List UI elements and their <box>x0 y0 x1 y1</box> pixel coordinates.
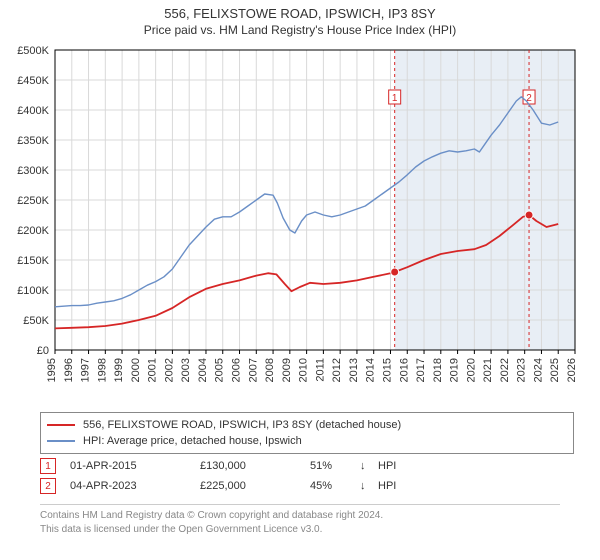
x-tick-label: 1998 <box>96 358 108 382</box>
x-tick-label: 1995 <box>46 358 58 382</box>
y-tick-label: £350K <box>17 135 49 147</box>
x-tick-label: 1999 <box>113 358 125 382</box>
down-arrow-icon: ↓ <box>360 460 378 472</box>
sale-badge: 1 <box>40 458 56 474</box>
x-tick-label: 2011 <box>314 358 326 382</box>
sale-row: 2 04-APR-2023£225,00045%↓HPI <box>40 476 560 496</box>
x-tick-label: 2020 <box>465 358 477 382</box>
x-tick-label: 2003 <box>180 358 192 382</box>
x-tick-label: 2010 <box>298 358 310 382</box>
footer: Contains HM Land Registry data © Crown c… <box>40 504 560 536</box>
x-tick-label: 2000 <box>130 358 142 382</box>
legend: 556, FELIXSTOWE ROAD, IPSWICH, IP3 8SY (… <box>40 412 574 454</box>
x-tick-label: 2018 <box>432 358 444 382</box>
y-tick-label: £400K <box>17 105 49 117</box>
x-tick-label: 2022 <box>499 358 511 382</box>
x-tick-label: 2005 <box>214 358 226 382</box>
y-tick-label: £250K <box>17 195 49 207</box>
x-tick-label: 1997 <box>80 358 92 382</box>
y-tick-label: £0 <box>37 345 49 357</box>
sales-table: 1 01-APR-2015£130,00051%↓HPI 2 04-APR-2023£… <box>40 456 560 496</box>
y-tick-label: £200K <box>17 225 49 237</box>
page-title: 556, FELIXSTOWE ROAD, IPSWICH, IP3 8SY <box>0 6 600 21</box>
y-tick-label: £500K <box>17 45 49 57</box>
sale-ref: HPI <box>378 480 418 492</box>
sale-pct: 51% <box>310 460 360 472</box>
price-chart: £0 £50K £100K £150K £200K £250K £300K £350K £400… <box>0 42 600 402</box>
x-tick-label: 1996 <box>63 358 75 382</box>
y-tick-label: £150K <box>17 255 49 267</box>
sale-date: 04-APR-2023 <box>70 480 200 492</box>
sale-pct: 45% <box>310 480 360 492</box>
sale-row: 1 01-APR-2015£130,00051%↓HPI <box>40 456 560 476</box>
x-tick-label: 2016 <box>398 358 410 382</box>
x-tick-label: 2024 <box>532 358 544 382</box>
y-tick-label: £50K <box>23 315 49 327</box>
y-tick-label: £100K <box>17 285 49 297</box>
y-tick-label: £300K <box>17 165 49 177</box>
x-tick-label: 2017 <box>415 358 427 382</box>
x-tick-label: 2021 <box>482 358 494 382</box>
x-tick-label: 2019 <box>449 358 461 382</box>
x-tick-label: 2008 <box>264 358 276 382</box>
sale-marker-badge-num: 1 <box>392 93 398 104</box>
x-tick-label: 2015 <box>381 358 393 382</box>
x-tick-label: 2025 <box>549 358 561 382</box>
legend-swatch <box>47 440 75 442</box>
x-tick-label: 2013 <box>348 358 360 382</box>
sale-date: 01-APR-2015 <box>70 460 200 472</box>
sale-point <box>525 211 533 219</box>
x-tick-label: 2026 <box>566 358 578 382</box>
x-tick-label: 2004 <box>197 358 209 382</box>
legend-item: 556, FELIXSTOWE ROAD, IPSWICH, IP3 8SY (… <box>47 417 567 433</box>
legend-swatch <box>47 424 75 426</box>
legend-label: HPI: Average price, detached house, Ipsw… <box>83 435 302 447</box>
page-subtitle: Price paid vs. HM Land Registry's House … <box>0 23 600 37</box>
x-tick-label: 2002 <box>163 358 175 382</box>
sale-point <box>391 268 399 276</box>
x-tick-label: 2009 <box>281 358 293 382</box>
footer-line-2: This data is licensed under the Open Gov… <box>40 523 560 537</box>
x-tick-label: 2014 <box>365 358 377 382</box>
sale-badge: 2 <box>40 478 56 494</box>
sale-price: £225,000 <box>200 480 310 492</box>
x-tick-label: 2001 <box>147 358 159 382</box>
x-tick-label: 2012 <box>331 358 343 382</box>
legend-label: 556, FELIXSTOWE ROAD, IPSWICH, IP3 8SY (… <box>83 419 401 431</box>
x-tick-label: 2023 <box>516 358 528 382</box>
y-tick-label: £450K <box>17 75 49 87</box>
x-tick-label: 2006 <box>231 358 243 382</box>
down-arrow-icon: ↓ <box>360 480 378 492</box>
footer-line-1: Contains HM Land Registry data © Crown c… <box>40 509 560 523</box>
legend-item: HPI: Average price, detached house, Ipsw… <box>47 433 567 449</box>
sale-price: £130,000 <box>200 460 310 472</box>
sale-ref: HPI <box>378 460 418 472</box>
x-tick-label: 2007 <box>247 358 259 382</box>
